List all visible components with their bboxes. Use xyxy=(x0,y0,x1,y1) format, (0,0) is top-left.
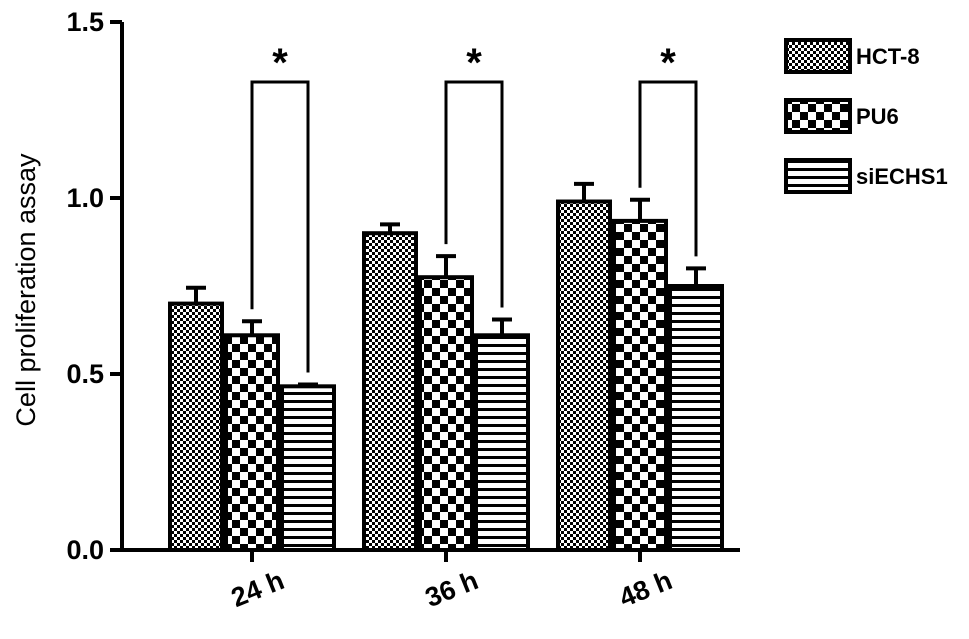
significance-bracket xyxy=(444,80,504,308)
significance-bracket xyxy=(250,80,310,373)
y-tick-label: 1.0 xyxy=(66,183,104,213)
bar xyxy=(362,231,418,552)
y-tick-label: 0.5 xyxy=(66,359,104,389)
legend-label: siECHS1 xyxy=(856,164,948,189)
bar xyxy=(668,284,724,552)
x-tick-label: 24 h xyxy=(227,565,288,613)
y-axis: 0.0 0.5 1.0 1.5 xyxy=(66,7,124,565)
bar xyxy=(418,275,474,552)
significance-asterisk: * xyxy=(660,41,676,85)
significance-asterisk: * xyxy=(272,41,288,85)
legend-swatch xyxy=(784,98,852,134)
significance-asterisk: * xyxy=(466,41,482,85)
bar xyxy=(168,301,224,552)
x-tick-label: 48 h xyxy=(615,565,676,613)
significance-brackets: * * * xyxy=(250,41,698,373)
legend-label: PU6 xyxy=(856,104,899,129)
bar-series-group xyxy=(168,181,724,553)
bar xyxy=(612,218,668,552)
bar xyxy=(224,333,280,552)
x-axis: 24 h 36 h 48 h xyxy=(122,548,740,613)
legend-label: HCT-8 xyxy=(856,44,920,69)
significance-bracket xyxy=(638,80,698,257)
x-tick-label: 36 h xyxy=(421,565,482,613)
y-tick-label: 0.0 xyxy=(66,535,104,565)
legend-swatch xyxy=(784,38,852,74)
legend-swatch xyxy=(784,158,852,194)
legend: HCT-8 PU6 siECHS1 xyxy=(784,38,948,194)
y-axis-title: Cell proliferation assay xyxy=(11,153,41,427)
bar xyxy=(474,333,530,552)
bar xyxy=(280,384,336,552)
bar xyxy=(556,199,612,553)
y-tick-label: 1.5 xyxy=(66,7,104,37)
